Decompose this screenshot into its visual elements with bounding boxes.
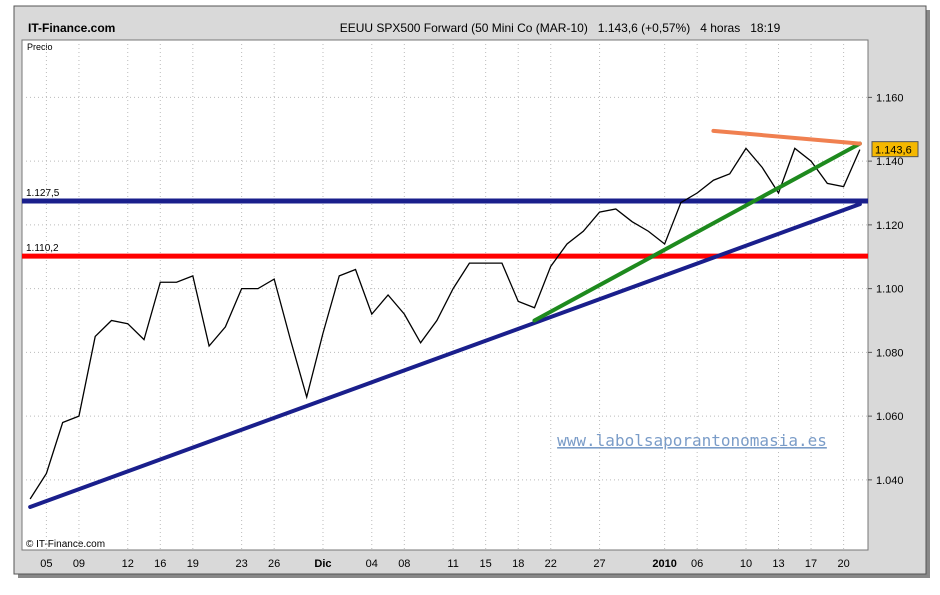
price-line <box>29 147 861 500</box>
x-tick-label: 13 <box>772 558 784 570</box>
plot-area <box>21 39 869 551</box>
x-tick-label: 27 <box>593 558 605 570</box>
copyright: © IT-Finance.com <box>26 539 105 550</box>
last-price-box <box>871 141 919 158</box>
x-tick-label: 12 <box>122 558 134 570</box>
x-tick-label: 15 <box>480 558 492 570</box>
y-tick-label: 1.160 <box>876 92 904 104</box>
site-name: IT-Finance.com <box>28 21 115 35</box>
y-tick-label: 1.100 <box>876 284 904 296</box>
x-tick-label: 08 <box>398 558 410 570</box>
y-label: Precio <box>27 42 53 52</box>
y-tick-label: 1.040 <box>876 475 904 487</box>
x-tick-label: 05 <box>40 558 52 570</box>
trend-line <box>532 141 862 323</box>
level-label: 1.110,2 <box>26 243 59 254</box>
x-tick-label: 10 <box>740 558 752 570</box>
x-tick-label: 06 <box>691 558 703 570</box>
x-tick-label: 04 <box>366 558 378 570</box>
x-tick-label: 17 <box>805 558 817 570</box>
x-tick-label: 09 <box>73 558 85 570</box>
x-tick-label: 18 <box>512 558 524 570</box>
chart-title: EEUU SPX500 Forward (50 Mini Co (MAR-10)… <box>340 21 781 35</box>
y-tick-label: 1.140 <box>876 156 904 168</box>
watermark: www.labolsaporantonomasia.es <box>557 431 827 450</box>
level-label: 1.127,5 <box>26 188 60 199</box>
x-tick-label: 26 <box>268 558 280 570</box>
x-tick-label: 22 <box>545 558 557 570</box>
trend-line <box>711 128 862 146</box>
x-tick-label: 20 <box>837 558 849 570</box>
trend-line <box>28 202 862 509</box>
x-tick-label: Dic <box>314 558 331 570</box>
x-tick-label: 16 <box>154 558 166 570</box>
y-tick-label: 1.120 <box>876 220 904 232</box>
x-tick-label: 19 <box>187 558 199 570</box>
last-price-label: 1.143,6 <box>875 145 912 157</box>
y-tick-label: 1.060 <box>876 411 904 423</box>
x-tick-label: 11 <box>447 558 458 570</box>
y-tick-label: 1.080 <box>876 347 904 359</box>
x-tick-label: 23 <box>236 558 248 570</box>
x-tick-label: 2010 <box>652 558 676 570</box>
